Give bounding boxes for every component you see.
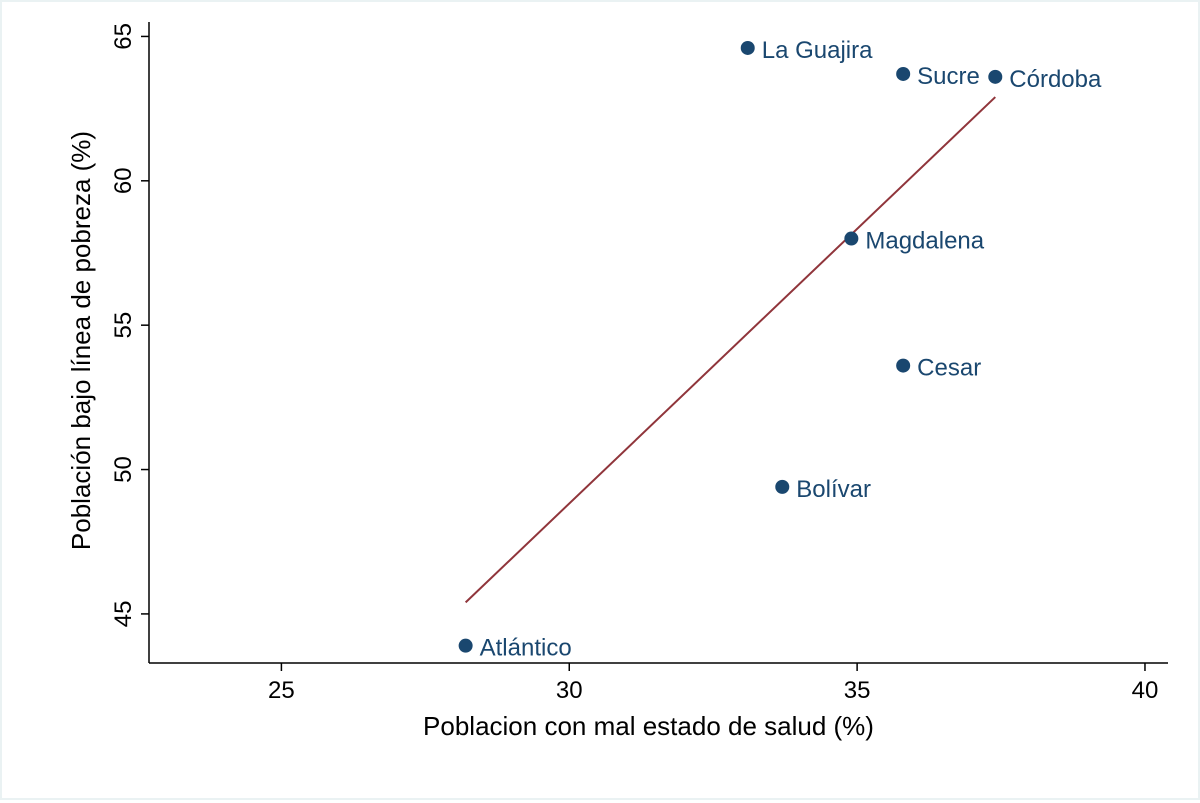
y-tick-label: 60 bbox=[110, 167, 137, 194]
fit-line bbox=[464, 96, 996, 604]
data-point bbox=[458, 638, 473, 653]
data-point-label: Atlántico bbox=[480, 635, 572, 662]
y-axis-label: Población bajo línea de pobreza (%) bbox=[66, 131, 96, 550]
y-tick-label: 55 bbox=[110, 312, 137, 339]
data-point bbox=[896, 358, 911, 373]
data-points: La Guajira Sucre Córdoba Magdalena Cesar Bolí… bbox=[458, 37, 1102, 662]
x-axis-label: Poblacion con mal estado de salud (%) bbox=[423, 711, 874, 741]
y-tick-label: 50 bbox=[110, 456, 137, 483]
data-point bbox=[844, 231, 859, 246]
axes: 25 30 35 40 45 50 55 60 65 bbox=[110, 22, 1168, 704]
data-point-label: Bolívar bbox=[796, 476, 871, 503]
data-point bbox=[740, 40, 755, 55]
x-tick-label: 40 bbox=[1132, 677, 1159, 704]
y-tick-label: 65 bbox=[110, 23, 137, 50]
data-point bbox=[988, 69, 1003, 84]
data-point-label: Córdoba bbox=[1009, 66, 1102, 93]
data-point bbox=[775, 479, 790, 494]
x-tick-label: 30 bbox=[556, 677, 583, 704]
data-point-label: Magdalena bbox=[865, 228, 984, 255]
data-point bbox=[896, 66, 911, 81]
x-tick-label: 35 bbox=[844, 677, 871, 704]
data-point-label: La Guajira bbox=[762, 37, 873, 64]
data-point-label: Cesar bbox=[917, 355, 981, 382]
y-tick-label: 45 bbox=[110, 601, 137, 628]
data-point-label: Sucre bbox=[917, 63, 980, 90]
x-tick-label: 25 bbox=[268, 677, 295, 704]
